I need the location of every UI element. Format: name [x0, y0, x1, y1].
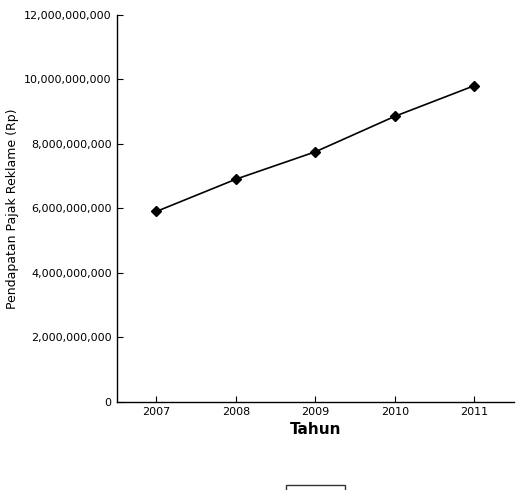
Y-axis label: Pendapatan Pajak Reklame (Rp): Pendapatan Pajak Reklame (Rp) [5, 108, 19, 309]
Legend: Y': Y' [286, 486, 345, 490]
X-axis label: Tahun: Tahun [289, 422, 341, 437]
